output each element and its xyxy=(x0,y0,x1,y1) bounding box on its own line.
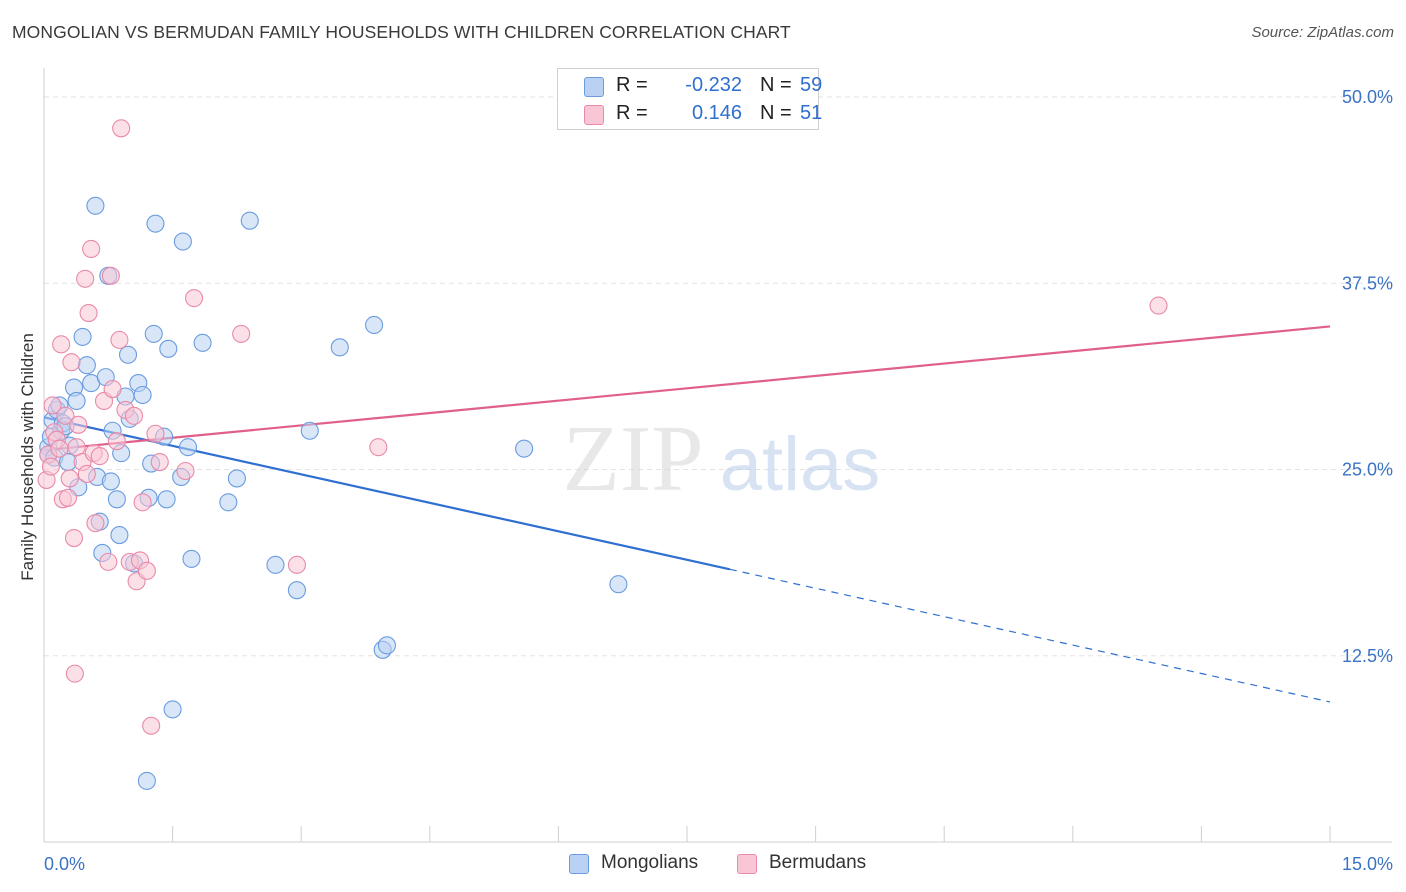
mongolian-trend-extension xyxy=(729,568,1331,703)
mongolian-point xyxy=(515,439,534,458)
mongolian-point xyxy=(73,327,92,346)
bermudan-point xyxy=(60,469,79,488)
mongolian-point xyxy=(86,196,105,215)
bermudan-point xyxy=(99,552,118,571)
bermudan-point xyxy=(184,289,204,308)
bermudan-point xyxy=(133,493,152,512)
mongolian-point xyxy=(67,391,86,411)
mongolians-legend-swatch xyxy=(569,854,589,874)
tick-labels: 12.5% 25.0% 37.5% 50.0% 0.0% 15.0% xyxy=(44,87,1393,874)
mongolian-point xyxy=(300,421,319,440)
mongolian-point xyxy=(146,214,165,233)
bermudan-point xyxy=(77,464,96,484)
bermudan-point xyxy=(110,330,129,349)
mongolian-point xyxy=(77,356,96,375)
mongolian-point xyxy=(107,490,126,509)
bermudan-point xyxy=(369,438,388,457)
bermudan-point xyxy=(41,457,60,476)
mongolians-swatch xyxy=(584,77,604,97)
bermudan-point xyxy=(103,379,122,399)
bermudan-point xyxy=(65,664,84,683)
bermudan-point xyxy=(50,439,69,458)
bermudan-point xyxy=(76,269,95,288)
bermudan-point xyxy=(82,239,101,259)
r-label: R = xyxy=(616,102,648,124)
bermudan-point xyxy=(69,415,88,434)
bermudan-point xyxy=(101,266,120,285)
series-legend: Mongolians Bermudans xyxy=(0,852,1406,878)
bermudan-point xyxy=(176,461,195,481)
r-value-mongolians: -0.232 xyxy=(685,74,742,96)
mongolian-point xyxy=(118,345,138,364)
bermudan-point xyxy=(86,514,105,533)
bermudans-legend-swatch xyxy=(737,854,757,874)
mongolian-point xyxy=(377,636,396,655)
y-tick-label: 50.0% xyxy=(1342,87,1393,107)
chart-title: MONGOLIAN VS BERMUDAN FAMILY HOUSEHOLDS … xyxy=(12,22,791,42)
bermudan-point xyxy=(232,324,251,343)
mongolian-point xyxy=(609,575,628,594)
data-points xyxy=(37,119,1168,790)
bermudan-point xyxy=(142,716,161,735)
mongolian-point xyxy=(330,338,349,357)
bermudan-point xyxy=(112,119,131,138)
mongolian-point xyxy=(163,700,182,719)
bermudan-point xyxy=(43,396,62,415)
bermudan-point xyxy=(287,555,306,574)
mongolian-point xyxy=(193,333,212,352)
mongolian-point xyxy=(266,555,285,574)
gridlines xyxy=(44,96,1392,657)
mongolian-point xyxy=(240,211,259,230)
mongolians-legend-label: Mongolians xyxy=(601,852,699,873)
mongolian-point xyxy=(182,549,201,568)
bermudan-point xyxy=(58,488,78,507)
trend-lines xyxy=(43,325,1331,703)
mongolian-point xyxy=(157,490,176,509)
mongolian-point xyxy=(365,315,384,335)
mongolian-point xyxy=(144,324,163,343)
n-value-bermudans: 51 xyxy=(800,102,823,124)
source-label: Source: ZipAtlas.com xyxy=(1251,24,1394,41)
mongolian-point xyxy=(159,339,178,358)
watermark-atlas: atlas xyxy=(720,422,881,507)
bermudan-point xyxy=(56,406,75,425)
y-tick-label: 12.5% xyxy=(1342,646,1393,666)
y-tick-label: 25.0% xyxy=(1342,460,1393,480)
bermudan-point xyxy=(150,452,169,472)
bermudan-point xyxy=(1149,296,1168,315)
bermudans-legend-label: Bermudans xyxy=(769,852,867,873)
bermudan-point xyxy=(124,406,144,425)
bermudan-point xyxy=(52,335,71,354)
mongolian-point xyxy=(110,526,129,545)
mongolian-point xyxy=(227,469,246,488)
axes xyxy=(43,68,1392,843)
bermudan-point xyxy=(62,353,81,372)
bermudan-point xyxy=(64,528,84,548)
mongolian-point xyxy=(137,771,156,790)
bermudan-point xyxy=(79,303,98,323)
bermudan-point xyxy=(90,447,109,466)
mongolian-point xyxy=(287,581,306,600)
mongolian-point xyxy=(101,472,120,491)
bermudans-swatch xyxy=(584,105,604,125)
bermudan-point xyxy=(107,432,126,451)
mongolian-point xyxy=(219,493,238,512)
mongolian-point xyxy=(173,232,192,251)
r-value-bermudans: 0.146 xyxy=(691,102,742,124)
n-label: N = xyxy=(760,74,792,96)
x-tick-label-max: 15.0% xyxy=(1342,854,1393,874)
mongolian-point xyxy=(133,385,152,405)
correlation-legend: R = -0.232 N = 59 R = 0.146 N = 51 xyxy=(557,68,823,130)
bermudan-trend-line xyxy=(43,325,1331,452)
bermudan-point xyxy=(137,561,156,580)
watermark-zip: ZIP xyxy=(563,407,704,511)
bermudan-point xyxy=(146,424,165,443)
y-tick-label: 37.5% xyxy=(1342,273,1393,293)
n-value-mongolians: 59 xyxy=(800,74,823,96)
mongolian-point xyxy=(178,438,198,457)
x-tick-label-min: 0.0% xyxy=(44,854,85,874)
n-label: N = xyxy=(760,102,792,124)
r-label: R = xyxy=(616,74,648,96)
